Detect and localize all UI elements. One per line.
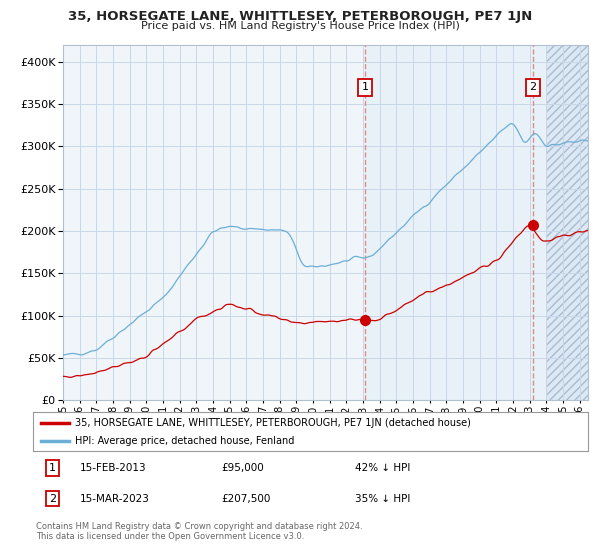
Bar — [365, 45, 588, 400]
Text: 1: 1 — [49, 463, 56, 473]
Text: Contains HM Land Registry data © Crown copyright and database right 2024.
This d: Contains HM Land Registry data © Crown c… — [36, 522, 362, 542]
Bar — [547, 45, 588, 400]
Text: £207,500: £207,500 — [222, 494, 271, 503]
Text: 35% ↓ HPI: 35% ↓ HPI — [355, 494, 410, 503]
Text: 42% ↓ HPI: 42% ↓ HPI — [355, 463, 410, 473]
Text: 15-FEB-2013: 15-FEB-2013 — [80, 463, 147, 473]
Text: 2: 2 — [49, 494, 56, 503]
Text: 1: 1 — [361, 82, 368, 92]
Text: 15-MAR-2023: 15-MAR-2023 — [80, 494, 150, 503]
Text: £95,000: £95,000 — [222, 463, 265, 473]
Text: Price paid vs. HM Land Registry's House Price Index (HPI): Price paid vs. HM Land Registry's House … — [140, 21, 460, 31]
Text: 2: 2 — [530, 82, 537, 92]
Text: 35, HORSEGATE LANE, WHITTLESEY, PETERBOROUGH, PE7 1JN (detached house): 35, HORSEGATE LANE, WHITTLESEY, PETERBOR… — [74, 418, 470, 428]
Text: HPI: Average price, detached house, Fenland: HPI: Average price, detached house, Fenl… — [74, 436, 294, 446]
Text: 35, HORSEGATE LANE, WHITTLESEY, PETERBOROUGH, PE7 1JN: 35, HORSEGATE LANE, WHITTLESEY, PETERBOR… — [68, 10, 532, 22]
